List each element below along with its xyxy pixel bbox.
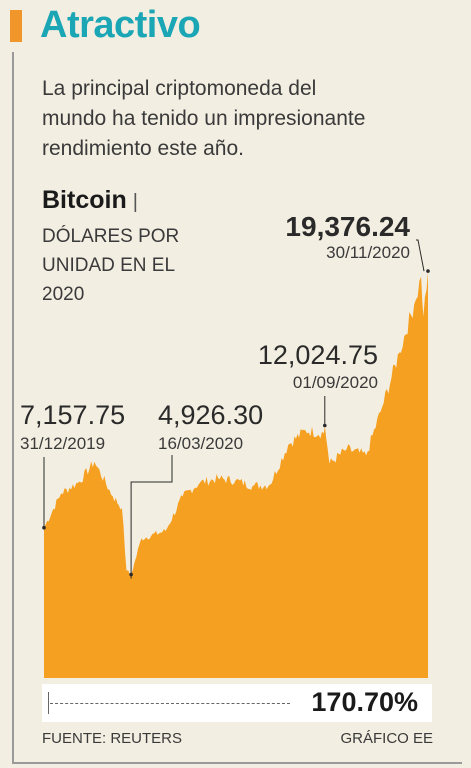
annotation-point — [42, 525, 46, 530]
change-dashed-line — [50, 703, 290, 704]
annotation-value: 12,024.75 — [258, 340, 378, 370]
accent-bar — [10, 10, 22, 42]
series-name: Bitcoin — [42, 186, 127, 214]
annotation-date: 01/09/2020 — [293, 373, 378, 392]
credit-label: GRÁFICO EE — [340, 730, 433, 747]
annotation-leader-line — [416, 239, 425, 272]
legend-separator: | — [132, 191, 138, 213]
annotation-point — [426, 269, 430, 273]
unit-label: DÓLARES POR UNIDAD EN EL 2020 — [42, 226, 180, 305]
frame-bottom-rule — [12, 762, 462, 764]
page-title: Atractivo — [40, 4, 201, 46]
annotation-date: 31/12/2019 — [20, 434, 105, 453]
annotation-point — [323, 423, 327, 428]
chart-subtitle: La principal criptomoneda del mundo ha t… — [42, 77, 366, 160]
yearly-change-value: 170.70% — [311, 687, 418, 717]
annotation-leader-line — [130, 455, 173, 579]
annotation-value: 19,376.24 — [285, 211, 410, 242]
annotation-value: 7,157.75 — [20, 400, 125, 430]
annotation-point — [129, 572, 133, 577]
annotation-date: 30/11/2020 — [326, 243, 410, 262]
annotation-date: 16/03/2020 — [158, 434, 243, 453]
change-tick — [48, 692, 49, 714]
frame-left-rule — [12, 52, 14, 764]
series-legend: Bitcoin | — [42, 186, 138, 215]
annotation-labels: 7,157.75 31/12/2019 4,926.30 16/03/2020 12,0… — [20, 211, 410, 453]
annotation-leaders — [42, 239, 430, 579]
bitcoin-price-area — [44, 271, 428, 678]
annotation-value: 4,926.30 — [158, 400, 263, 430]
change-panel: 170.70% — [42, 684, 432, 722]
source-label: FUENTE: REUTERS — [42, 730, 183, 747]
